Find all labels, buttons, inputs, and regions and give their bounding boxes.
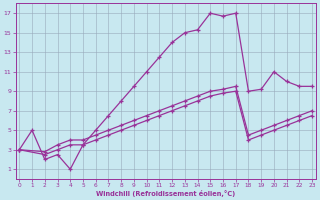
X-axis label: Windchill (Refroidissement éolien,°C): Windchill (Refroidissement éolien,°C) xyxy=(96,190,235,197)
